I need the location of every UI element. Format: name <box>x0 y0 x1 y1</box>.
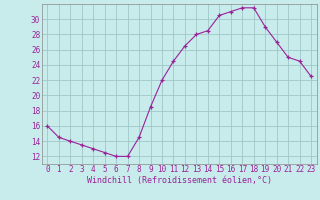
X-axis label: Windchill (Refroidissement éolien,°C): Windchill (Refroidissement éolien,°C) <box>87 176 272 185</box>
